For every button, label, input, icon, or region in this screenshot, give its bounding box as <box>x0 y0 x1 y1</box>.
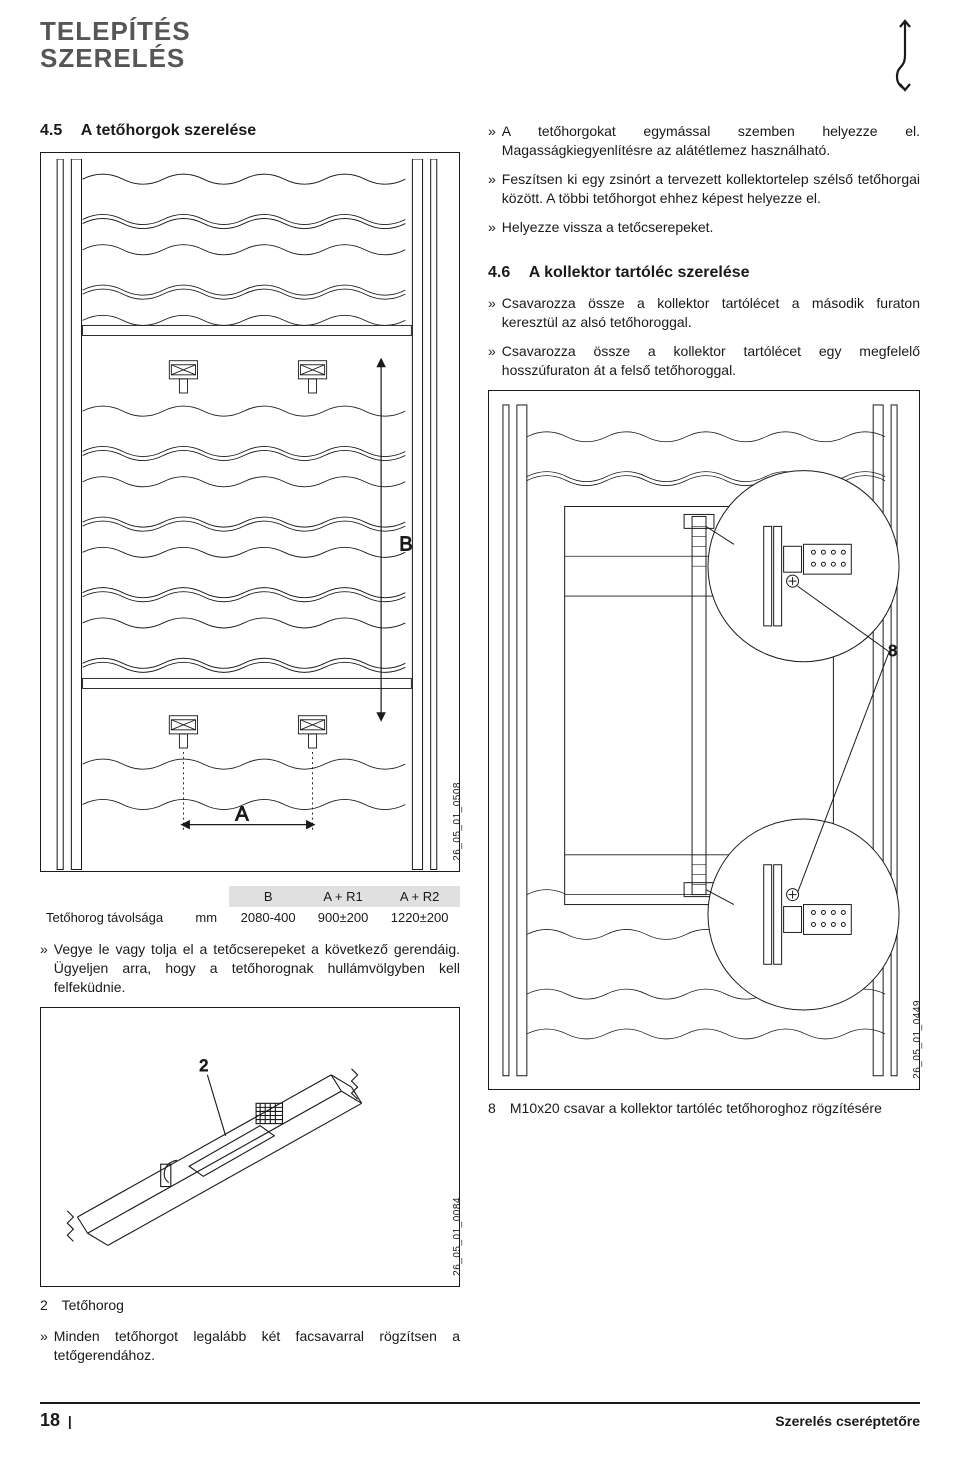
th-b: B <box>229 886 306 907</box>
row-unit: mm <box>189 907 229 928</box>
bullet-arrow-icon: » <box>40 940 48 997</box>
bullet-arrow-icon: » <box>488 342 496 380</box>
th-ar2: A + R2 <box>379 886 460 907</box>
footer-right-text: Szerelés cseréptetőre <box>775 1413 920 1429</box>
left-note-bullet: » Vegye le vagy tolja el a tetőcserepeke… <box>40 940 460 997</box>
header-titles: TELEPÍTÉS SZERELÉS <box>40 18 191 73</box>
sec45-bullet-3-text: Helyezze vissza a tetőcserepeket. <box>502 218 714 237</box>
figure-45-ref: 26_05_01_0508 <box>452 782 463 861</box>
section-46-title: A kollektor tartóléc szerelése <box>529 264 750 281</box>
figure-hook: 2 26_05_01_0084 <box>40 1007 460 1287</box>
svg-text:2: 2 <box>199 1057 208 1075</box>
figure-45: B A 26_05_01_0508 <box>40 152 460 872</box>
figure-46: 8 26_05_01_0449 <box>488 390 920 1090</box>
sec45-bullet-2: » Feszítsen ki egy zsinórt a tervezett k… <box>488 170 920 208</box>
figure-46-caption: 8 M10x20 csavar a kollektor tartóléc tet… <box>488 1100 920 1116</box>
sec46-bullet-1-text: Csavarozza össze a kollektor tartólécet … <box>502 294 920 332</box>
svg-text:8: 8 <box>888 643 897 660</box>
section-45-block: 4.5 A tetőhorgok szerelése <box>40 94 920 1374</box>
page-number: 18 <box>40 1410 60 1430</box>
val-ar2: 1220±200 <box>379 907 460 928</box>
sec45-bullet-2-text: Feszítsen ki egy zsinórt a tervezett kol… <box>502 170 920 208</box>
section-45-title: A tetőhorgok szerelése <box>81 122 256 139</box>
figure-hook-svg: 2 <box>47 1014 453 1288</box>
figure-hook-legend: 2 Tetőhorog <box>40 1297 460 1313</box>
section-46-head: 4.6 A kollektor tartóléc szerelése <box>488 264 920 282</box>
legend-2-num: 2 <box>40 1297 58 1313</box>
row-label: Tetőhorog távolsága <box>40 907 189 928</box>
left-last-bullet: » Minden tetőhorgot legalább két facsava… <box>40 1327 460 1365</box>
sec45-bullet-3: » Helyezze vissza a tetőcserepeket. <box>488 218 920 237</box>
footer-sep: | <box>68 1413 72 1429</box>
sec45-bullet-1: » A tetőhorgokat egymással szemben helye… <box>488 122 920 160</box>
val-ar1: 900±200 <box>307 907 379 928</box>
sec46-bullet-2: » Csavarozza össze a kollektor tartóléce… <box>488 342 920 380</box>
bullet-arrow-icon: » <box>488 294 496 332</box>
caption-8-num: 8 <box>488 1100 506 1116</box>
distance-table: B A + R1 A + R2 Tetőhorog távolsága mm 2… <box>40 886 460 928</box>
figure-46-svg: 8 <box>495 397 913 1084</box>
caption-8-text: M10x20 csavar a kollektor tartóléc tetőh… <box>510 1100 882 1116</box>
page-header: TELEPÍTÉS SZERELÉS <box>40 18 920 94</box>
val-b: 2080-400 <box>229 907 306 928</box>
section-46-num: 4.6 <box>488 264 510 281</box>
figure-hook-ref: 26_05_01_0084 <box>452 1197 463 1276</box>
sec46-bullet-1: » Csavarozza össze a kollektor tartóléce… <box>488 294 920 332</box>
legend-2-text: Tetőhorog <box>62 1297 124 1313</box>
svg-text:B: B <box>399 533 412 555</box>
figure-45-overlay: B A <box>47 159 453 865</box>
bullet-arrow-icon: » <box>488 170 496 208</box>
header-line-1: TELEPÍTÉS <box>40 18 191 45</box>
bullet-arrow-icon: » <box>488 122 496 160</box>
left-note-text: Vegye le vagy tolja el a tetőcserepeket … <box>54 940 460 997</box>
section-45-num: 4.5 <box>40 122 62 139</box>
bullet-arrow-icon: » <box>40 1327 48 1365</box>
header-line-2: SZERELÉS <box>40 45 191 72</box>
brand-logo-icon <box>890 18 920 94</box>
th-ar1: A + R1 <box>307 886 379 907</box>
sec46-bullet-2-text: Csavarozza össze a kollektor tartólécet … <box>502 342 920 380</box>
section-45-head: 4.5 A tetőhorgok szerelése <box>40 122 460 140</box>
left-last-bullet-text: Minden tetőhorgot legalább két facsavarr… <box>54 1327 460 1365</box>
sec45-bullet-1-text: A tetőhorgokat egymással szemben helyezz… <box>502 122 920 160</box>
page-footer: 18 | Szerelés cseréptetőre <box>40 1402 920 1431</box>
bullet-arrow-icon: » <box>488 218 496 237</box>
figure-46-ref: 26_05_01_0449 <box>912 1000 923 1079</box>
svg-text:A: A <box>235 804 249 826</box>
